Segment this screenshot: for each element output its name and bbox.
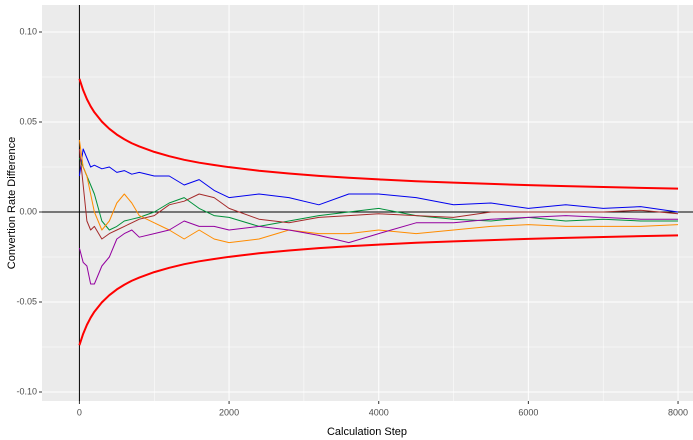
series-line xyxy=(78,148,679,240)
y-axis-title: Convertion Rate Difference xyxy=(6,137,18,269)
series-line xyxy=(78,234,679,346)
series-line xyxy=(78,157,679,231)
x-axis-title: Calculation Step xyxy=(327,426,407,438)
panel xyxy=(42,5,693,401)
series-line xyxy=(78,139,679,244)
y-tick-label: 0.00 xyxy=(19,206,37,216)
series-line xyxy=(78,215,679,285)
x-tick-label: 0 xyxy=(77,407,82,417)
x-tick-label: 2000 xyxy=(219,407,239,417)
y-tick-label: 0.10 xyxy=(19,26,37,36)
series-line xyxy=(78,78,679,190)
y-tick-label: -0.05 xyxy=(16,296,37,306)
x-tick-label: 8000 xyxy=(668,407,688,417)
series-line xyxy=(78,148,679,213)
y-tick-label: 0.05 xyxy=(19,116,37,126)
x-tick-label: 6000 xyxy=(518,407,538,417)
x-tick-label: 4000 xyxy=(369,407,389,417)
y-tick-label: -0.10 xyxy=(16,386,37,396)
